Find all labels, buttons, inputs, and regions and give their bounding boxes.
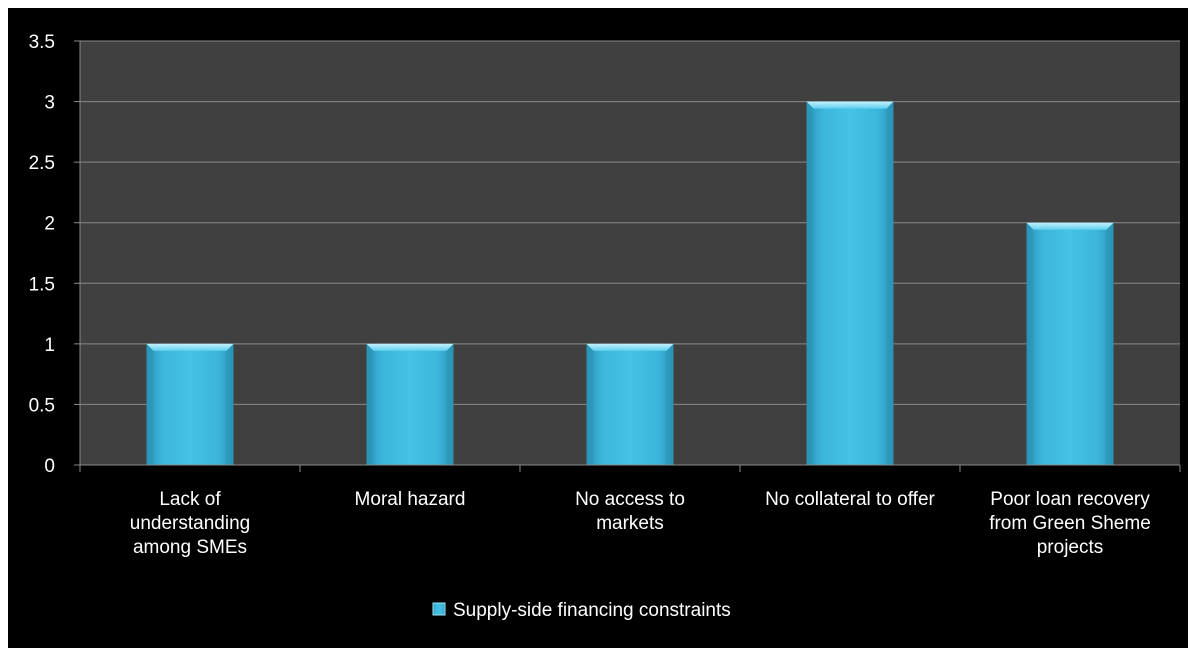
bar-top-bevel [586,343,674,351]
x-category-label: Lack of understanding among SMEs [130,489,250,558]
x-category-label: Poor loan recovery from Green Sheme projec… [989,489,1151,558]
bars [146,101,1114,466]
x-category-label-line: No access to [575,489,685,510]
bar [146,343,234,465]
y-tick-label: 1.5 [29,274,55,295]
chart-area: 0 0.5 1 1.5 2 2.5 3 3.5 Lack of understanding amo… [8,8,1188,648]
x-category-label-line: understanding [130,513,250,534]
bar-top-bevel [366,343,454,351]
legend-swatch [432,602,446,616]
bar-right-bevel [446,343,454,465]
bar-right-bevel [1106,222,1114,465]
bar-right-bevel [226,343,234,465]
bar-right-bevel [886,101,894,466]
y-tick-label: 3.5 [29,32,55,53]
x-category-label-line: Poor loan recovery [990,489,1150,510]
bar [586,343,674,465]
bar-body [806,101,894,466]
x-category-label: No collateral to offer [765,489,935,510]
bar [1026,222,1114,465]
x-category-label-line: projects [1037,537,1104,558]
y-tick-label: 2.5 [29,153,55,174]
x-category-label: No access to markets [575,489,685,534]
legend-label: Supply-side financing constraints [453,600,731,621]
axes [79,41,1181,472]
bar-chart: 0 0.5 1 1.5 2 2.5 3 3.5 Lack of understanding amo… [29,32,1181,621]
y-tick-label: 1 [44,335,55,356]
bar-left-bevel [146,343,154,465]
x-category-label-line: Moral hazard [355,489,466,510]
bar-body [1026,222,1114,465]
y-tick-label: 3 [44,93,55,114]
x-category-label-line: Lack of [159,489,221,510]
x-category-label-line: among SMEs [133,537,247,558]
y-tick-labels: 0 0.5 1 1.5 2 2.5 3 3.5 [29,32,55,477]
bar-body [146,343,234,465]
x-category-label-line: from Green Sheme [989,513,1151,534]
bar-top-bevel [146,343,234,351]
bar [806,101,894,466]
x-category-label: Moral hazard [355,489,466,510]
bar-right-bevel [666,343,674,465]
y-tick-label: 2 [44,214,55,235]
bar-body [366,343,454,465]
bar-left-bevel [1026,222,1034,465]
bar-left-bevel [366,343,374,465]
y-tick-label: 0 [44,456,55,477]
bar [366,343,454,465]
bar-body [586,343,674,465]
x-category-label-line: markets [596,513,664,534]
legend: Supply-side financing constraints [432,600,731,621]
bar-top-bevel [806,101,894,109]
bar-top-bevel [1026,222,1114,230]
x-category-label-line: No collateral to offer [765,489,935,510]
x-category-labels: Lack of understanding among SMEs Moral haza… [130,489,1151,558]
y-tick-label: 0.5 [29,395,55,416]
bar-left-bevel [586,343,594,465]
bar-left-bevel [806,101,814,466]
